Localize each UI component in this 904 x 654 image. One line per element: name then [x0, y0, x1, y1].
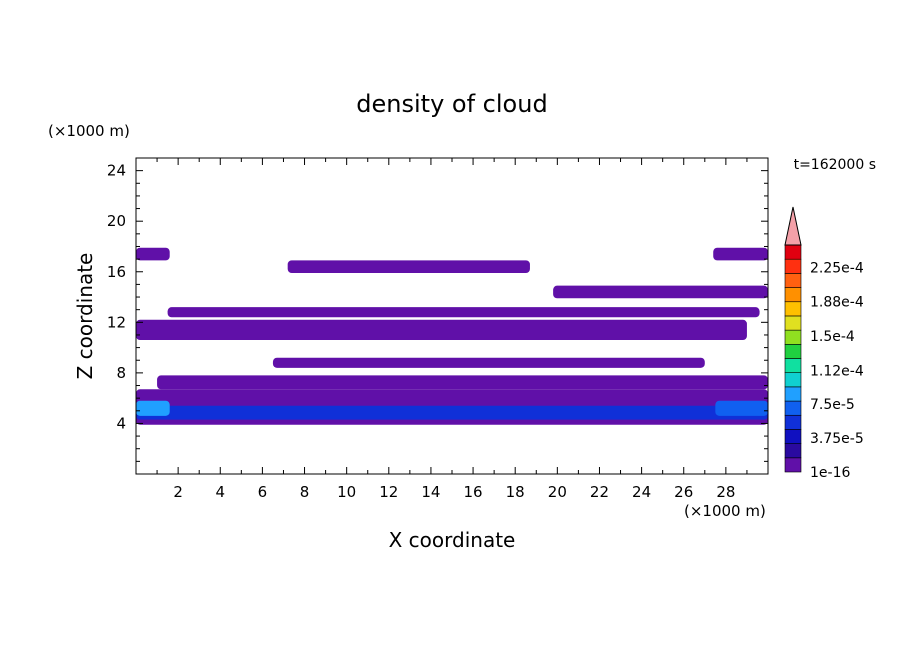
x-tick-label: 2 [173, 483, 183, 501]
x-tick-label: 8 [300, 483, 310, 501]
colorbar-swatch [784, 301, 802, 317]
y-axis-label: Z coordinate [73, 253, 97, 380]
colorbar-swatch [784, 273, 802, 288]
colorbar-label: 1.88e-4 [810, 294, 864, 310]
colorbar-label: 2.25e-4 [810, 261, 864, 277]
plot-area [136, 247, 769, 425]
colorbar-swatch [784, 400, 802, 416]
colorbar-swatch [784, 329, 802, 345]
colorbar-extend-arrow [784, 206, 802, 246]
colorbar-label: 7.5e-5 [810, 397, 855, 413]
x-tick-label: 28 [716, 483, 735, 501]
y-tick-label: 20 [107, 212, 126, 230]
colorbar: 2.25e-4 1.88e-4 1.5e-4 1.12e-4 7.5e-5 3.75e-5… [784, 206, 864, 481]
colorbar-label: 3.75e-5 [810, 431, 864, 447]
colorbar-swatch [784, 372, 802, 388]
y-axis-unit: (×1000 m) [48, 122, 130, 140]
x-tick-label: 14 [421, 483, 440, 501]
colorbar-swatch [784, 386, 802, 402]
colorbar-swatch [784, 244, 802, 260]
x-tick-label: 4 [215, 483, 225, 501]
plot-frame [135, 157, 769, 475]
colorbar-swatch [784, 443, 802, 459]
colorbar-swatch [784, 358, 802, 373]
x-tick-label: 10 [337, 483, 356, 501]
cloud-region [157, 375, 769, 390]
colorbar-swatch [784, 414, 802, 430]
cloud-region [272, 357, 705, 368]
cloud-region [136, 405, 768, 420]
x-tick-label: 12 [379, 483, 398, 501]
cloud-region [167, 307, 760, 318]
cloud-region [287, 260, 530, 274]
cloud-region [136, 319, 747, 341]
chart-title: density of cloud [356, 90, 547, 118]
cloud-region [713, 247, 768, 261]
colorbar-swatch [784, 429, 802, 444]
x-tick-label: 6 [258, 483, 268, 501]
x-tick-label: 20 [548, 483, 567, 501]
y-tick-label: 4 [116, 414, 126, 432]
x-tick-label: 18 [506, 483, 525, 501]
x-axis-unit: (×1000 m) [684, 502, 766, 520]
y-tick-label: 12 [107, 313, 126, 331]
y-tick-label: 16 [107, 263, 126, 281]
y-tick-label: 8 [116, 364, 126, 382]
x-tick-label: 16 [464, 483, 483, 501]
colorbar-swatch [784, 457, 802, 473]
y-axis-ticks: 4 8 12 16 20 24 [107, 157, 768, 475]
colorbar-swatch [784, 315, 802, 331]
cloud-region [715, 400, 768, 416]
colorbar-label: 1e-16 [810, 465, 850, 481]
cloud-region [136, 247, 170, 261]
colorbar-swatch [784, 258, 802, 274]
x-tick-label: 22 [590, 483, 609, 501]
y-tick-label: 24 [107, 162, 126, 180]
colorbar-label: 1.5e-4 [810, 329, 855, 345]
x-axis-ticks: 2 4 6 8 10 12 14 16 18 20 22 24 26 28 [135, 158, 769, 501]
x-tick-label: 26 [674, 483, 693, 501]
colorbar-label: 1.12e-4 [810, 363, 864, 379]
time-label: t=162000 s [794, 157, 876, 173]
colorbar-swatch [784, 344, 802, 359]
cloud-region [553, 285, 768, 299]
x-tick-label: 24 [632, 483, 651, 501]
cloud-region [136, 400, 170, 416]
colorbar-swatch [784, 287, 802, 303]
x-axis-label: X coordinate [389, 528, 516, 552]
